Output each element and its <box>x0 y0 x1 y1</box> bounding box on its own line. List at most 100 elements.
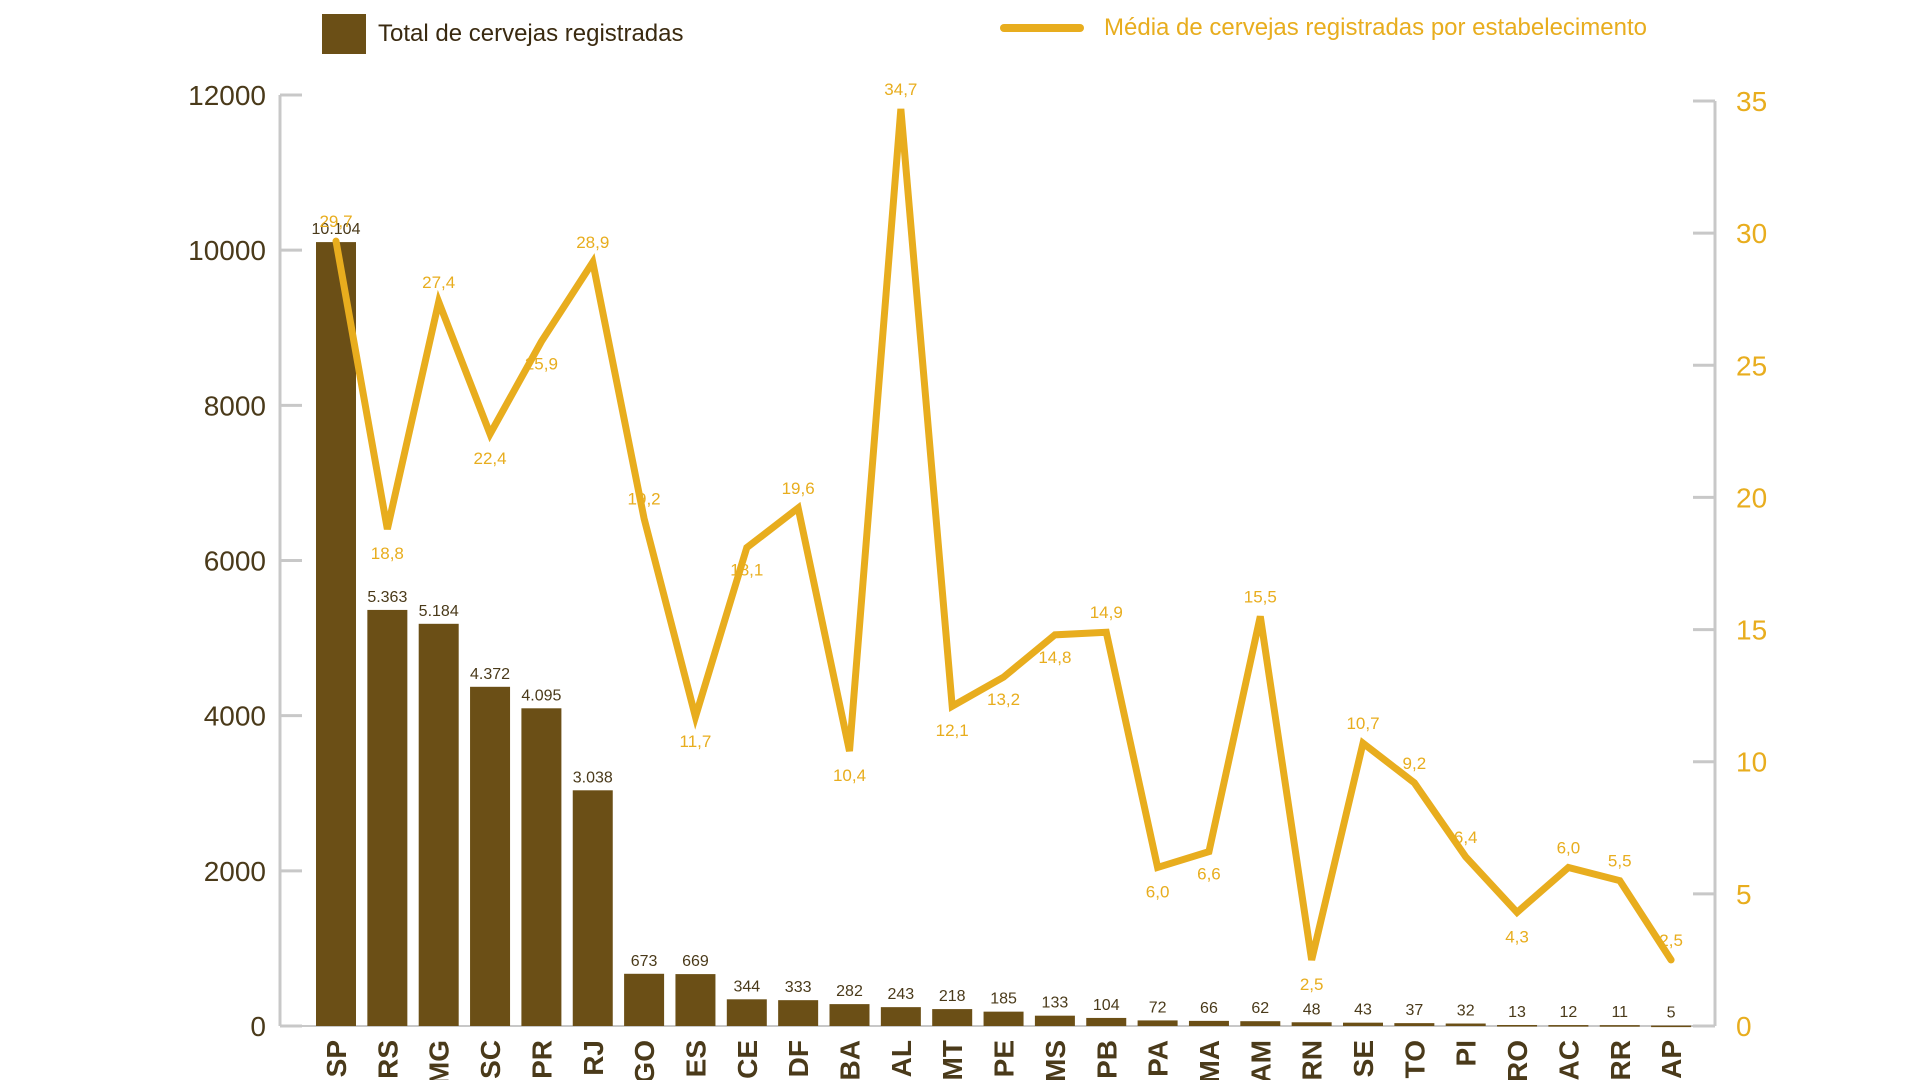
category-label: RO <box>1502 1040 1533 1080</box>
category-label: PE <box>989 1040 1020 1077</box>
bar <box>1188 1020 1229 1026</box>
line-point-label: 14,8 <box>1038 648 1071 667</box>
bar <box>521 708 562 1026</box>
bar <box>983 1011 1024 1026</box>
line-point-label: 25,9 <box>525 355 558 374</box>
category-label: RR <box>1605 1040 1636 1080</box>
bar-value-label: 344 <box>733 978 760 995</box>
legend-bar-swatch <box>322 14 366 54</box>
bar <box>1343 1022 1383 1026</box>
category-label: SC <box>475 1040 506 1079</box>
right-tick-label: 25 <box>1736 350 1767 381</box>
category-label: PA <box>1143 1040 1174 1077</box>
right-tick-label: 0 <box>1736 1011 1752 1042</box>
legend-line-swatch <box>1000 24 1084 32</box>
bar <box>1445 1023 1486 1026</box>
category-label: SP <box>321 1040 352 1077</box>
bar <box>1034 1015 1075 1026</box>
bar-value-label: 3.038 <box>573 769 613 786</box>
left-tick-label: 0 <box>250 1011 266 1042</box>
line-point-label: 19,2 <box>628 490 661 509</box>
bar <box>316 242 356 1026</box>
bar-value-label: 104 <box>1093 997 1120 1014</box>
category-label: CE <box>732 1040 763 1079</box>
bar-value-label: 218 <box>939 988 966 1005</box>
line-point-label: 10,4 <box>833 766 866 785</box>
bar <box>470 686 511 1026</box>
right-tick-label: 15 <box>1736 615 1767 646</box>
line-point-label: 27,4 <box>422 273 455 292</box>
line-point-label: 13,2 <box>987 690 1020 709</box>
line-point-label: 10,7 <box>1346 714 1379 733</box>
left-tick-label: 12000 <box>188 80 266 111</box>
bar <box>932 1009 973 1026</box>
bar <box>624 973 665 1026</box>
bar <box>1137 1020 1178 1026</box>
bar <box>1651 1025 1692 1028</box>
line-point-label: 28,9 <box>576 233 609 252</box>
category-label: AC <box>1553 1040 1584 1080</box>
bar <box>367 609 408 1026</box>
category-label: AL <box>886 1040 917 1077</box>
bar-value-label: 133 <box>1042 995 1069 1012</box>
right-tick-label: 20 <box>1736 482 1767 513</box>
bar <box>418 623 459 1026</box>
bar <box>572 790 613 1026</box>
average-line <box>332 108 1675 964</box>
category-label: AP <box>1656 1040 1687 1079</box>
bar-value-label: 37 <box>1405 1002 1423 1019</box>
legend-line: Média de cervejas registradas por estabe… <box>1000 14 1647 42</box>
bar-value-label: 48 <box>1303 1001 1321 1018</box>
legend-line-label: Média de cervejas registradas por estabe… <box>1104 14 1647 41</box>
bar-value-label: 13 <box>1508 1004 1526 1021</box>
category-label: AM <box>1245 1040 1276 1080</box>
line-point-label: 6,0 <box>1146 882 1170 901</box>
bar <box>675 974 716 1026</box>
bar-value-label: 185 <box>990 991 1017 1008</box>
line-point-label: 2,5 <box>1300 975 1324 994</box>
bar-value-label: 282 <box>836 983 863 1000</box>
category-label: RS <box>372 1040 403 1079</box>
category-label: MG <box>424 1040 455 1080</box>
category-label: ES <box>680 1040 711 1077</box>
line-point-label: 19,6 <box>782 479 815 498</box>
category-label: DF <box>783 1040 814 1077</box>
category-label: RJ <box>578 1040 609 1076</box>
category-label: SE <box>1348 1040 1379 1077</box>
line-point-label: 6,0 <box>1557 838 1581 857</box>
bar-value-label: 5.184 <box>419 603 459 620</box>
bar <box>1291 1022 1332 1026</box>
category-label: PI <box>1451 1040 1482 1066</box>
line-point-label: 34,7 <box>884 80 917 99</box>
bar-value-label: 669 <box>682 953 709 970</box>
line-point-label: 29,7 <box>319 212 352 231</box>
line-point-label: 14,9 <box>1090 603 1123 622</box>
bar <box>1599 1025 1640 1027</box>
bar-value-label: 5 <box>1667 1005 1676 1022</box>
line-point-label: 9,2 <box>1403 754 1427 773</box>
bar-value-label: 66 <box>1200 1000 1218 1017</box>
line-point-label: 4,3 <box>1505 927 1529 946</box>
line-point-label: 2,5 <box>1659 931 1683 950</box>
category-label: PB <box>1091 1040 1122 1079</box>
bar <box>778 1000 819 1026</box>
legend-bar: Total de cervejas registradas <box>322 14 683 54</box>
bar <box>1086 1017 1127 1026</box>
bar <box>829 1004 870 1026</box>
category-label: RN <box>1297 1040 1328 1080</box>
line-point-label: 6,4 <box>1454 828 1478 847</box>
bar-value-label: 5.363 <box>367 589 407 606</box>
line-point-label: 12,1 <box>936 721 969 740</box>
legend-bar-label: Total de cervejas registradas <box>378 20 684 47</box>
category-label: TO <box>1399 1040 1430 1078</box>
line-point-label: 6,6 <box>1197 865 1221 884</box>
left-tick-label: 4000 <box>204 701 266 732</box>
bar <box>1240 1021 1281 1026</box>
bar <box>880 1007 921 1026</box>
bar-value-label: 12 <box>1560 1004 1578 1021</box>
category-label: BA <box>835 1040 866 1080</box>
bar-value-label: 243 <box>887 986 914 1003</box>
bar-value-label: 4.372 <box>470 666 510 683</box>
bar-value-label: 62 <box>1251 1000 1269 1017</box>
